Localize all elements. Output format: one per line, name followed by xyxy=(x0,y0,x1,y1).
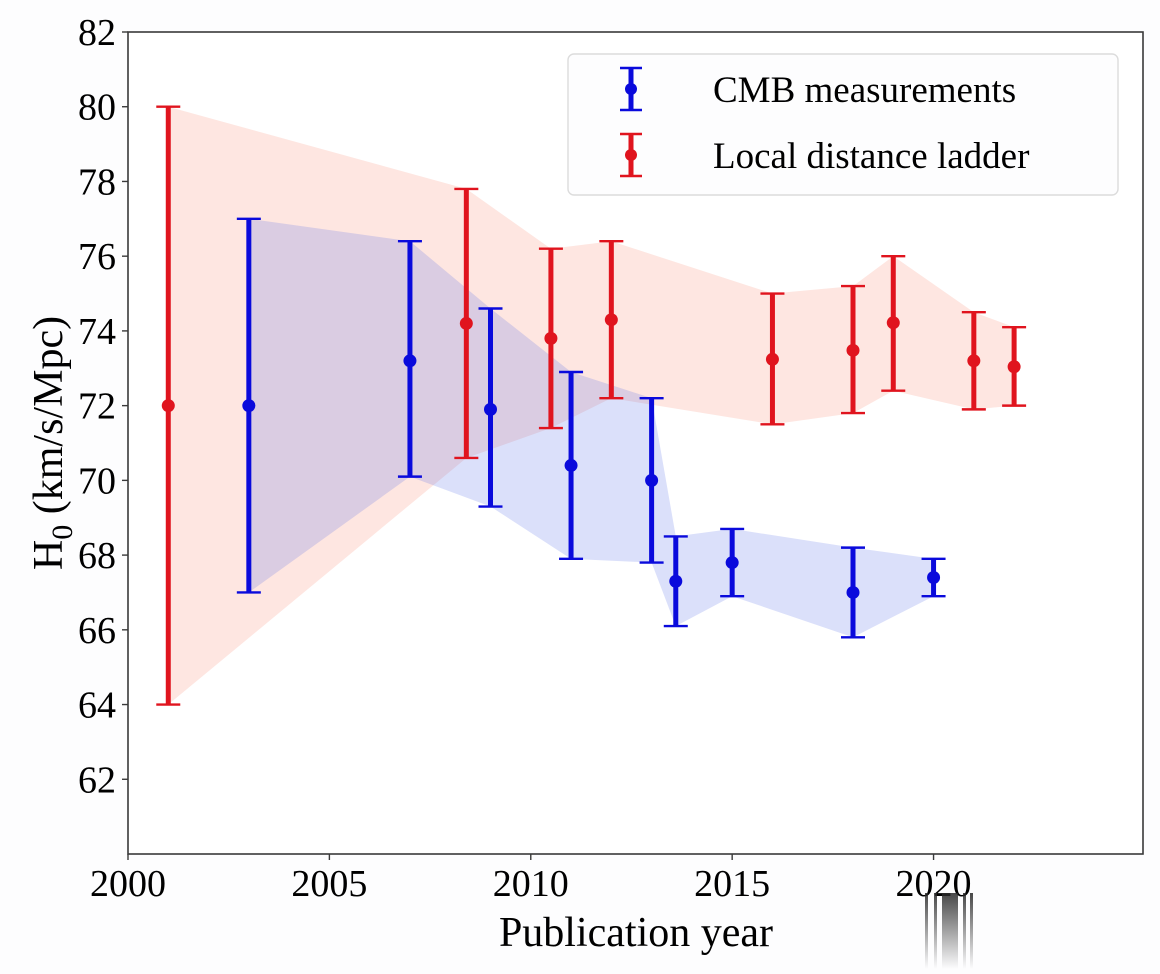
cmb-uncertainty-band xyxy=(248,218,934,638)
ladder-errorbar-point xyxy=(1002,325,1027,407)
cmb-data-point xyxy=(927,571,941,585)
ladder-data-point xyxy=(544,331,558,345)
ladder-errorbar-point xyxy=(841,284,865,415)
cmb-data-point xyxy=(846,585,860,599)
ladder-errorbar-point xyxy=(599,240,624,400)
cmb-errorbar-point xyxy=(921,557,946,598)
y-tick-label: 76 xyxy=(78,236,116,278)
x-axis-label: Publication year xyxy=(499,910,773,956)
uncertainty-bands xyxy=(168,106,1015,705)
legend-item-ladder: Local distance ladder xyxy=(620,132,1029,178)
cmb-data-point xyxy=(564,458,578,472)
y-tick-label: 68 xyxy=(78,535,116,577)
ladder-errorbar-point xyxy=(538,247,563,430)
axes-frame xyxy=(127,31,1144,855)
y-tick-label: 82 xyxy=(78,12,116,54)
ladder-data-point xyxy=(161,399,175,413)
x-tick-label: 2000 xyxy=(90,863,166,905)
x-tick-label: 2010 xyxy=(493,863,569,905)
cmb-data-point xyxy=(645,473,659,487)
cmb-data-point xyxy=(669,574,683,588)
ladder-data-point xyxy=(886,316,900,330)
y-tick-label: 72 xyxy=(78,386,116,428)
cmb-errorbar-point xyxy=(236,217,261,594)
legend: CMB measurements Local distance ladder xyxy=(567,53,1119,196)
cmb-errorbar-point xyxy=(559,370,584,561)
cmb-errorbar-point xyxy=(663,535,688,628)
ladder-data-point xyxy=(604,313,618,327)
ladder-data-point xyxy=(765,352,779,366)
legend-box xyxy=(567,53,1119,196)
ladder-data-point xyxy=(967,354,981,368)
x-tick-label: 2015 xyxy=(694,863,770,905)
ladder-errorbar-point xyxy=(961,311,986,411)
cmb-errorbar-point xyxy=(841,546,865,639)
ladder-data-point xyxy=(459,316,473,330)
y-tick-label: 62 xyxy=(78,759,116,801)
ladder-data-point xyxy=(846,343,860,357)
y-tick-label: 70 xyxy=(78,460,116,502)
cmb-data-point xyxy=(242,399,256,413)
y-tick-label: 78 xyxy=(78,161,116,203)
watermark-artifact xyxy=(925,893,980,973)
legend-marker-icon xyxy=(625,149,637,161)
cmb-data-point xyxy=(484,402,497,416)
legend-item-cmb: CMB measurements xyxy=(620,66,1016,112)
ladder-errorbar-point xyxy=(156,105,181,706)
ladder-errorbar-point xyxy=(454,187,479,460)
error-bars xyxy=(156,105,1027,706)
legend-label: CMB measurements xyxy=(713,70,1016,111)
ladder-data-point xyxy=(1007,360,1021,374)
y-tick-label: 64 xyxy=(78,685,116,727)
y-axis-label-main: H xyxy=(26,540,72,570)
cmb-errorbar-point xyxy=(397,240,422,478)
ladder-errorbar-point xyxy=(881,254,906,392)
x-tick-label: 2005 xyxy=(291,863,367,905)
y-tick-label: 74 xyxy=(78,311,116,353)
ladder-uncertainty-band xyxy=(168,106,1015,705)
cmb-errorbar-point xyxy=(639,396,664,564)
y-axis-label: H0 (km/s/Mpc) xyxy=(26,316,79,570)
cmb-data-point xyxy=(403,354,417,368)
y-tick-label: 66 xyxy=(78,610,116,652)
cmb-errorbar-point xyxy=(720,527,745,598)
ladder-errorbar-point xyxy=(760,292,785,426)
y-axis-label-units: (km/s/Mpc) xyxy=(26,316,72,525)
cmb-errorbar-point xyxy=(478,307,503,508)
y-axis-ticks: 62 64 66 68 70 72 74 76 78 80 82 xyxy=(78,12,128,801)
y-axis-label-subscript: 0 xyxy=(46,525,79,540)
cmb-data-point xyxy=(725,556,739,570)
legend-marker-icon xyxy=(625,83,637,95)
x-axis-ticks: 2000 2005 2010 2015 2020 xyxy=(90,854,972,905)
legend-label: Local distance ladder xyxy=(713,136,1029,177)
x-tick-label: 2020 xyxy=(896,863,972,905)
y-tick-label: 80 xyxy=(78,87,116,129)
